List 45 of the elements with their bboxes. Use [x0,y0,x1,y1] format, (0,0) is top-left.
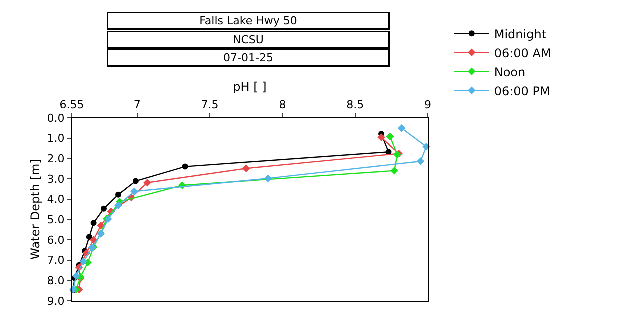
point [132,178,139,184]
y-tick-label: 1.0 [47,132,65,146]
point [182,164,188,170]
point [378,134,386,142]
point [100,206,107,212]
point [114,202,122,210]
legend-label: 06:00 AM [494,46,552,60]
x-tick-label: 7.5 [201,98,219,112]
point [86,234,92,240]
y-tick-label: 0.0 [47,112,65,125]
x-tick-label: 8.5 [346,98,364,112]
point [116,192,122,198]
point [242,164,250,173]
x-tick-label: 8 [279,98,286,112]
point [264,174,272,182]
y-tick-label: 7.0 [47,254,65,268]
point [416,158,425,166]
y-tick-label: 2.0 [47,152,65,166]
y-tick-label: 5.0 [47,214,65,227]
x-axis-title: pH [ ] [233,80,267,94]
legend-label: 06:00 PM [494,84,550,98]
y-tick-label: 9.0 [47,294,65,308]
point [97,222,105,230]
point [398,124,406,132]
x-tick-label: 9 [424,98,432,112]
point [130,188,138,196]
legend-label: Midnight [494,27,547,42]
chart-title: Falls Lake Hwy 50 [200,14,298,28]
y-axis-title: Water Depth [m] [28,159,43,260]
x-tick-label: 7 [134,98,141,112]
y-tick-label: 3.0 [47,172,65,186]
point [72,272,80,280]
point [90,220,97,226]
y-tick-label: 4.0 [47,193,65,206]
y-tick-label: 6.0 [47,234,65,247]
y-tick-label: 8.0 [47,274,65,288]
chart-subtitle: NCSU [233,34,264,46]
point [80,258,88,266]
point [386,132,394,141]
x-tick-label: 6.55 [60,98,84,112]
point [90,236,98,244]
text: 07-01-25 [224,52,274,64]
legend-label: Noon [494,65,526,80]
point [144,178,152,187]
point [390,166,398,175]
